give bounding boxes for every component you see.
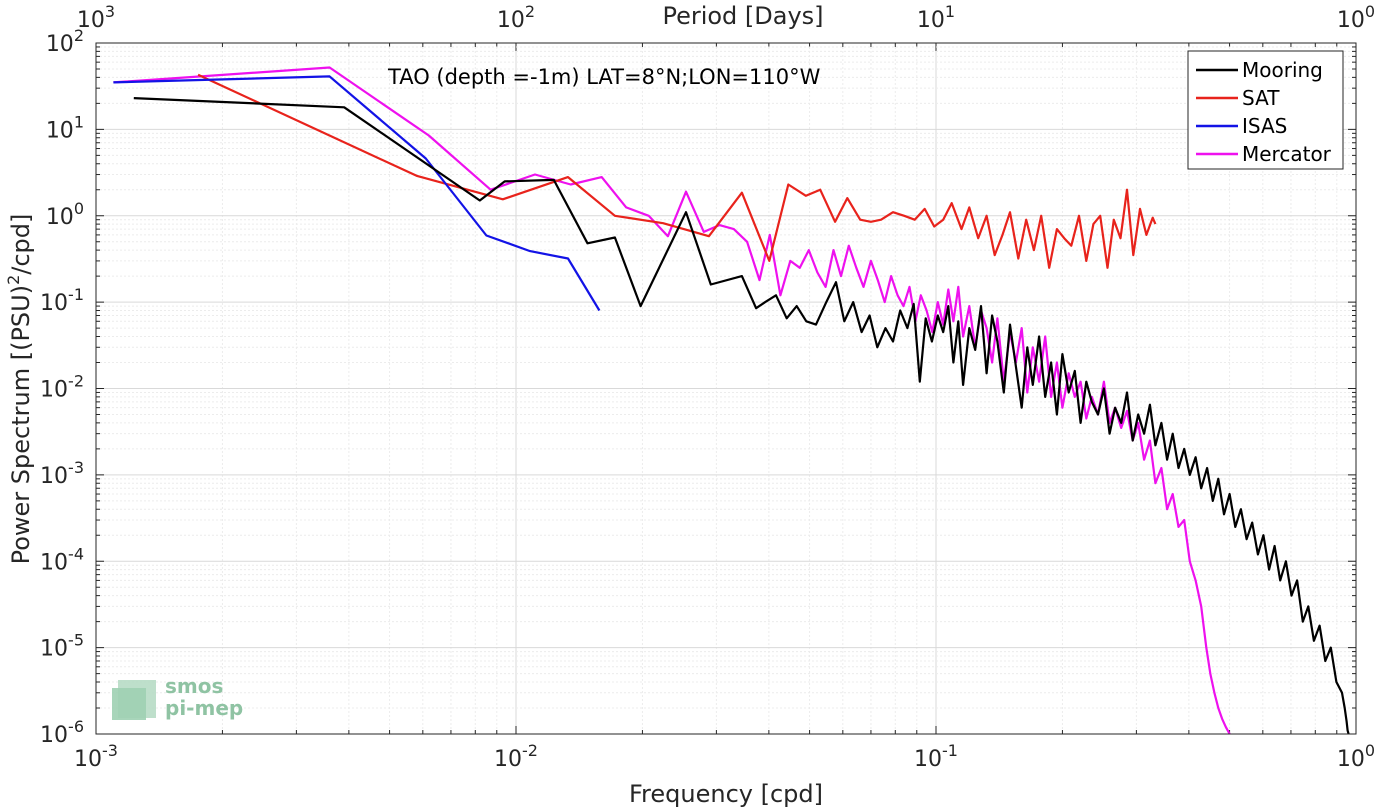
top-tick-label: 101 [917, 2, 955, 33]
y-tick-label: 102 [46, 26, 84, 57]
logo-text-pimep: pi-mep [165, 696, 243, 720]
logo-mark-front [112, 688, 146, 720]
y-tick-label: 10-2 [40, 372, 84, 403]
legend-label-mooring: Mooring [1242, 58, 1323, 82]
logo-text-smos: smos [165, 674, 223, 698]
y-axis-label-sup: 2 [4, 275, 23, 285]
x-axis-label: Frequency [cpd] [629, 780, 823, 808]
series-line-isas [113, 75, 601, 312]
y-tick-label: 10-5 [40, 631, 84, 662]
legend-label-sat: SAT [1242, 86, 1280, 110]
top-tick-label: 102 [497, 2, 535, 33]
y-axis-label-tail: /cpd] [7, 214, 35, 275]
x-tick-label: 10-2 [494, 741, 538, 772]
series-line-mooring [133, 97, 1350, 735]
y-tick-label: 100 [46, 199, 84, 230]
series-lines [113, 66, 1350, 735]
y-tick-label: 10-3 [40, 458, 84, 489]
y-axis-label-main: Power Spectrum [(PSU) [7, 285, 35, 564]
top-tick-label: 100 [1337, 2, 1375, 33]
legend-label-isas: ISAS [1242, 114, 1287, 138]
plot-frame [95, 42, 1357, 735]
series-line-sat [197, 73, 1157, 269]
chart-annotation: TAO (depth =-1m) LAT=8°N;LON=110°W [387, 65, 821, 89]
x-tick-label: 10-3 [74, 741, 118, 772]
top-x-axis-label: Period [Days] [662, 2, 823, 30]
y-axis-label: Power Spectrum [(PSU)2/cpd] [4, 214, 35, 565]
grid-lines [95, 43, 1356, 735]
y-tick-label: 10-4 [40, 544, 84, 575]
top-tick-label: 103 [77, 2, 115, 33]
y-tick-label: 10-1 [40, 285, 84, 316]
y-tick-label: 101 [46, 112, 84, 143]
y-tick-label: 10-6 [40, 717, 84, 748]
x-tick-label: 10-1 [914, 741, 958, 772]
x-tick-label: 100 [1337, 741, 1375, 772]
legend: Mooring SAT ISAS Mercator [1187, 50, 1344, 170]
smos-pi-mep-logo: smos pi-mep [112, 674, 243, 720]
legend-label-mercator: Mercator [1242, 142, 1332, 166]
